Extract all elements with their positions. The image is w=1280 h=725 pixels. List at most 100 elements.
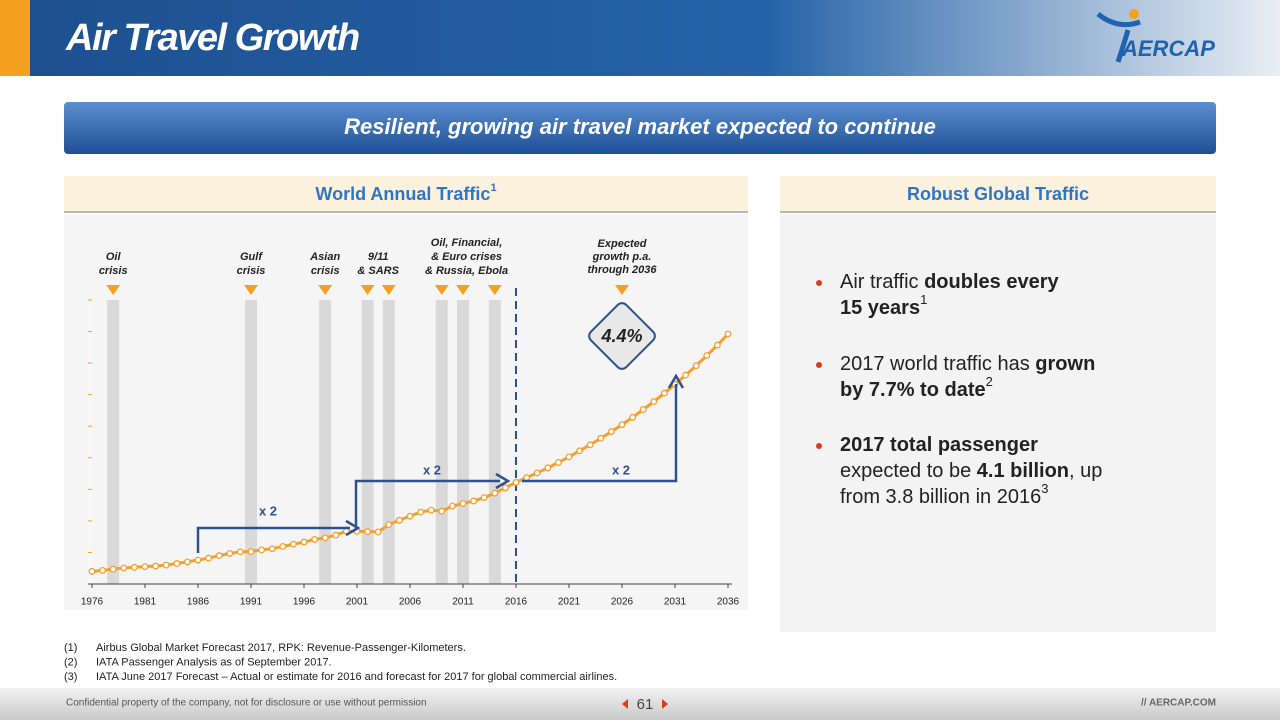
x-tick-label: 2021 [558,597,581,608]
arrow [522,384,678,483]
arrow [354,479,500,530]
bullet-line: 2017 world traffic has grown [840,353,1095,375]
x-tick-label: 1996 [293,597,316,608]
traffic-point [226,549,234,557]
banner-text: Resilient, growing air travel market exp… [344,114,936,139]
x-tick-label: 2006 [399,597,422,608]
traffic-point [247,548,255,555]
traffic-point [162,561,170,569]
traffic-point [682,371,690,379]
arrowhead [667,373,685,389]
traffic-point [152,562,160,570]
traffic-point [385,521,393,529]
x-tick-label: 2011 [452,597,474,608]
x-tick-label: 2016 [505,597,528,608]
traffic-point [629,413,637,421]
traffic-point [512,478,520,486]
traffic-point [215,552,223,560]
bullet-line: 15 years1 [840,292,927,319]
footnote-number: (1) [64,642,77,654]
callout-diamond [588,302,656,370]
traffic-point [300,538,308,546]
traffic-point [120,564,128,572]
footnote-ref: 2 [986,374,993,389]
multiplier-label: x 2 [259,503,277,518]
annotation-label: Oil [106,251,122,263]
traffic-point [88,567,96,575]
crisis-band [107,300,120,584]
traffic-point [311,536,319,543]
logo-dot [1129,9,1139,19]
chart: Oil crisis Gulf crisis Asian crisis 9/11 & SARS… [81,237,740,608]
panel-title: World Annual Traffic1 [315,182,496,204]
annotation-label: & Russia, Ebola [425,265,508,277]
bullet-text: from 3.8 billion in 2016 [840,486,1041,508]
annotation-label: crisis [99,265,128,277]
crisis-marker [487,285,502,295]
traffic-point [395,516,403,524]
traffic-point [597,434,605,442]
crisis-band [245,300,257,584]
arrowhead [345,519,361,537]
arrowhead [495,472,511,490]
bullet-dot [816,280,822,286]
traffic-point [544,464,552,472]
arrow [196,526,350,553]
bullet-text: 15 years [840,297,920,319]
traffic-point [268,545,276,553]
x-tick-label: 2031 [664,597,687,608]
crisis-marker [360,285,375,295]
traffic-point [586,441,594,449]
bullet-line: Air traffic doubles every [840,271,1059,293]
x-tick-label: 2036 [717,597,740,608]
crisis-marker [244,285,258,295]
bullet-text: 4.1 billion [977,460,1069,482]
traffic-point [639,406,647,413]
traffic-point [183,558,191,566]
growth-arrows [196,373,685,553]
traffic-point [109,565,117,573]
bullet-dot [816,362,822,368]
crisis-band [435,300,448,584]
panel-header [64,176,748,212]
traffic-point [205,554,213,562]
traffic-point [417,508,425,516]
traffic-point [236,548,244,556]
traffic-point [141,563,149,571]
traffic-point [724,330,732,338]
traffic-point [692,362,700,370]
traffic-point [650,398,658,406]
footnote-ref: 1 [490,182,496,194]
annotation-label: & SARS [357,265,399,277]
annotation-label: crisis [311,265,340,277]
annotation-label: & Euro crises [431,251,502,263]
x-tick-label: 1981 [134,597,157,608]
crisis-marker [381,285,396,295]
traffic-point [438,507,446,515]
traffic-point [406,512,414,520]
bullet-text: expected to be [840,460,977,482]
footnotes: (1) Airbus Global Market Forecast 2017, R… [64,642,617,683]
traffic-point [173,560,181,567]
crisis-marker [456,285,470,295]
chart-panel [64,214,748,610]
bullet-line: 2017 total passenger [840,434,1038,456]
crisis-band [488,300,501,584]
traffic-point [533,469,541,477]
annotation-label: Asian [309,251,340,263]
traffic-point [258,546,266,554]
annotation-label: Oil, Financial, [431,237,503,249]
traffic-point [470,497,478,505]
traffic-point [332,531,340,539]
bullet-text: Air traffic [840,271,924,293]
footer-site: // AERCAP.COM [1141,698,1216,709]
traffic-point [480,494,488,501]
bullet-text: , up [1069,460,1102,482]
x-tick-label: 1991 [240,597,263,608]
traffic-point [565,453,573,461]
crisis-marker [106,285,121,295]
footer-confidential: Confidential property of the company, no… [66,698,427,709]
footnote-text: IATA June 2017 Forecast – Actual or esti… [96,671,617,683]
bullet-text: 2017 total passenger [840,434,1038,456]
